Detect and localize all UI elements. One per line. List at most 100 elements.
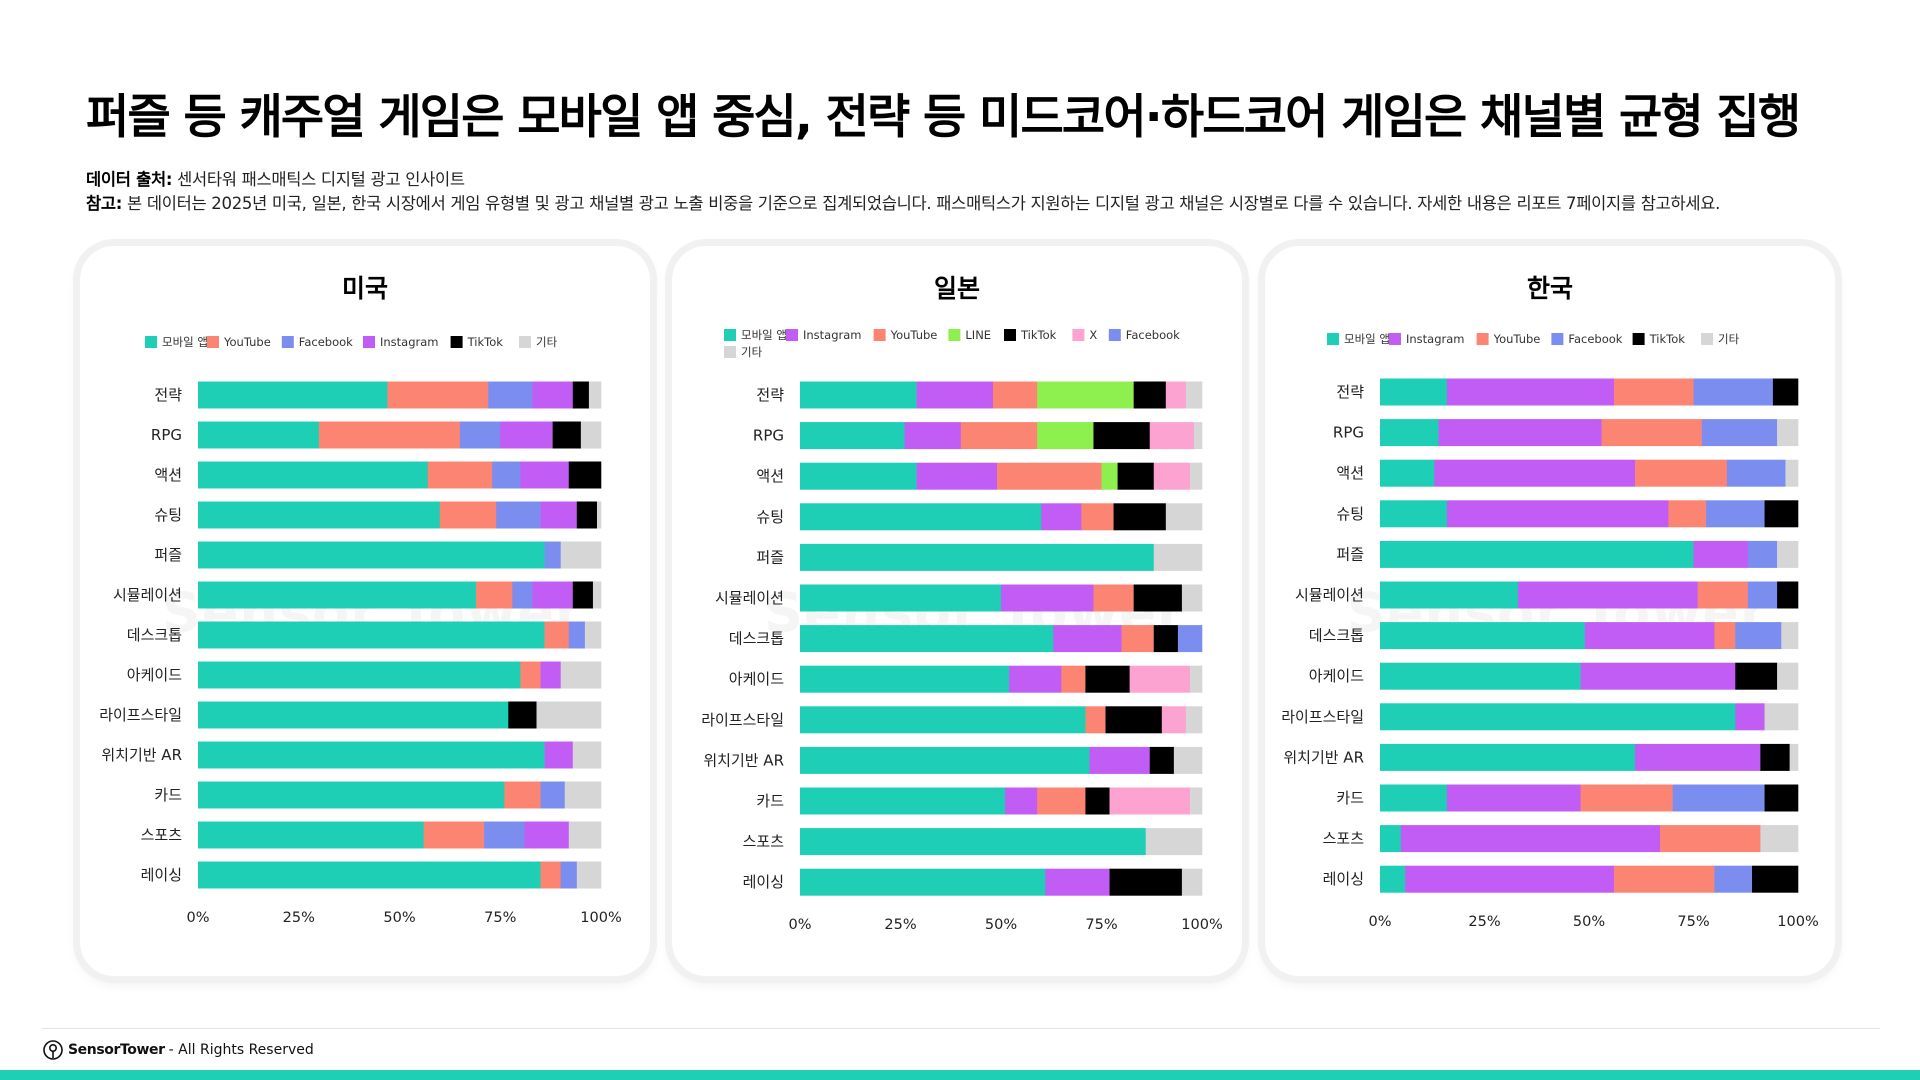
category-label: 레이싱 <box>141 866 182 884</box>
legend-swatch <box>1476 333 1489 345</box>
legend-label: Facebook <box>299 335 353 349</box>
bar-segment-instagram <box>500 421 553 449</box>
category-label: 스포츠 <box>1323 830 1365 848</box>
legend-swatch <box>450 336 463 348</box>
bar-segment-instagram <box>1634 743 1761 771</box>
legend-label: YouTube <box>890 328 938 342</box>
bar-segment-tiktok <box>1760 743 1790 771</box>
x-tick-label: 75% <box>1677 914 1709 930</box>
bar-segment-youtube <box>1714 622 1736 650</box>
bar-segment-youtube <box>423 821 485 849</box>
bar-segment-x <box>1109 787 1191 815</box>
bar-segment-모바일-앱 <box>198 781 505 809</box>
legend-item-기타: 기타 <box>519 335 558 349</box>
bar-segment-모바일-앱 <box>800 543 1155 571</box>
bar-segment-모바일-앱 <box>198 421 320 449</box>
category-label: 레이싱 <box>1323 870 1364 888</box>
category-label: 카드 <box>756 792 784 810</box>
bar-segment-line <box>1037 381 1134 409</box>
legend-label: YouTube <box>1493 332 1541 346</box>
footer: SensorTower - All Rights Reserved <box>42 1039 314 1061</box>
bar-segment-모바일-앱 <box>800 787 1006 815</box>
legend-label: 모바일 앱 <box>741 328 787 342</box>
bar-segment-모바일-앱 <box>1380 459 1435 487</box>
legend-swatch <box>724 329 736 341</box>
bar-segment-instagram <box>1446 378 1615 406</box>
legend-item-youtube: YouTube <box>1476 332 1541 346</box>
x-tick-label: 25% <box>884 917 916 933</box>
footer-rights: - All Rights Reserved <box>168 1042 314 1058</box>
data-note-text: 본 데이터는 2025년 미국, 일본, 한국 시장에서 게임 유형별 및 광고… <box>127 194 1721 213</box>
bar-segment-youtube <box>1614 378 1694 406</box>
legend-swatch <box>786 329 798 341</box>
bar-segment-모바일-앱 <box>1380 500 1448 528</box>
bar-segment-기타 <box>1789 743 1799 771</box>
bar-segment-facebook <box>560 861 578 889</box>
bar-segment-모바일-앱 <box>800 706 1086 734</box>
bar-segment-모바일-앱 <box>1380 581 1519 609</box>
bar-segment-youtube <box>960 422 1038 450</box>
bar-segment-instagram <box>1584 622 1715 650</box>
legend-swatch <box>1108 329 1121 341</box>
category-label: 라이프스타일 <box>99 706 182 724</box>
bar-segment-모바일-앱 <box>198 741 545 769</box>
bar-segment-기타 <box>1189 665 1203 693</box>
legend-item-instagram: Instagram <box>786 328 862 342</box>
bottom-accent-bar <box>0 1070 1920 1080</box>
bar-segment-모바일-앱 <box>1380 622 1586 650</box>
bar-segment-facebook <box>459 421 501 449</box>
x-tick-label: 50% <box>985 917 1017 933</box>
bar-segment-facebook <box>540 781 566 809</box>
legend-item-line: LINE <box>948 328 991 342</box>
bar-segment-tiktok <box>1777 581 1799 609</box>
bar-segment-instagram <box>904 422 962 450</box>
category-label: 액션 <box>756 467 784 485</box>
bar-segment-instagram <box>1053 625 1122 653</box>
bar-segment-기타 <box>580 421 602 449</box>
bar-segment-instagram <box>1400 825 1661 853</box>
bar-segment-facebook <box>512 581 533 609</box>
x-tick-label: 75% <box>484 910 516 926</box>
category-label: 퍼즐 <box>756 548 784 566</box>
bar-segment-tiktok <box>576 501 598 529</box>
bar-segment-기타 <box>592 581 602 609</box>
bar-segment-instagram <box>544 741 574 769</box>
bar-segment-tiktok <box>508 701 537 729</box>
bar-segment-instagram <box>524 821 570 849</box>
bar-segment-instagram <box>520 461 570 489</box>
bar-segment-facebook <box>1726 459 1786 487</box>
legend-item-모바일-앱: 모바일 앱 <box>1327 332 1390 346</box>
legend-item-facebook: Facebook <box>1551 332 1623 346</box>
chart-title: 미국 <box>342 274 388 303</box>
category-label: 데스크톱 <box>1309 627 1364 645</box>
category-label: 아케이드 <box>127 666 182 684</box>
legend-label: 기타 <box>536 335 558 349</box>
bar-segment-youtube <box>540 861 561 889</box>
bar-segment-youtube <box>1081 503 1114 531</box>
bar-segment-모바일-앱 <box>1380 419 1439 447</box>
bar-segment-모바일-앱 <box>198 541 545 569</box>
legend-swatch <box>145 336 157 348</box>
bar-segment-모바일-앱 <box>198 501 441 529</box>
category-label: 액션 <box>1336 464 1364 482</box>
bar-segment-기타 <box>1777 419 1799 447</box>
bar-segment-facebook <box>488 381 533 409</box>
legend-label: TikTok <box>1020 328 1057 342</box>
bar-segment-youtube <box>520 661 541 689</box>
sensortower-logo-icon <box>43 1040 63 1060</box>
bar-segment-tiktok <box>1133 584 1183 612</box>
bar-segment-instagram <box>1405 865 1615 893</box>
legend-swatch <box>1701 333 1713 345</box>
bar-segment-youtube <box>427 461 493 489</box>
bar-segment-instagram <box>1446 784 1581 812</box>
legend-swatch <box>1072 329 1085 341</box>
legend-swatch <box>1389 333 1401 345</box>
bar-segment-기타 <box>568 821 602 849</box>
legend-label: Facebook <box>1126 328 1180 342</box>
category-label: 아케이드 <box>1309 667 1364 685</box>
bar-segment-기타 <box>1181 868 1203 896</box>
legend-item-tiktok: TikTok <box>1004 328 1057 342</box>
bar-segment-모바일-앱 <box>800 625 1054 653</box>
bar-segment-youtube <box>1085 706 1106 734</box>
category-label: 카드 <box>154 786 182 804</box>
